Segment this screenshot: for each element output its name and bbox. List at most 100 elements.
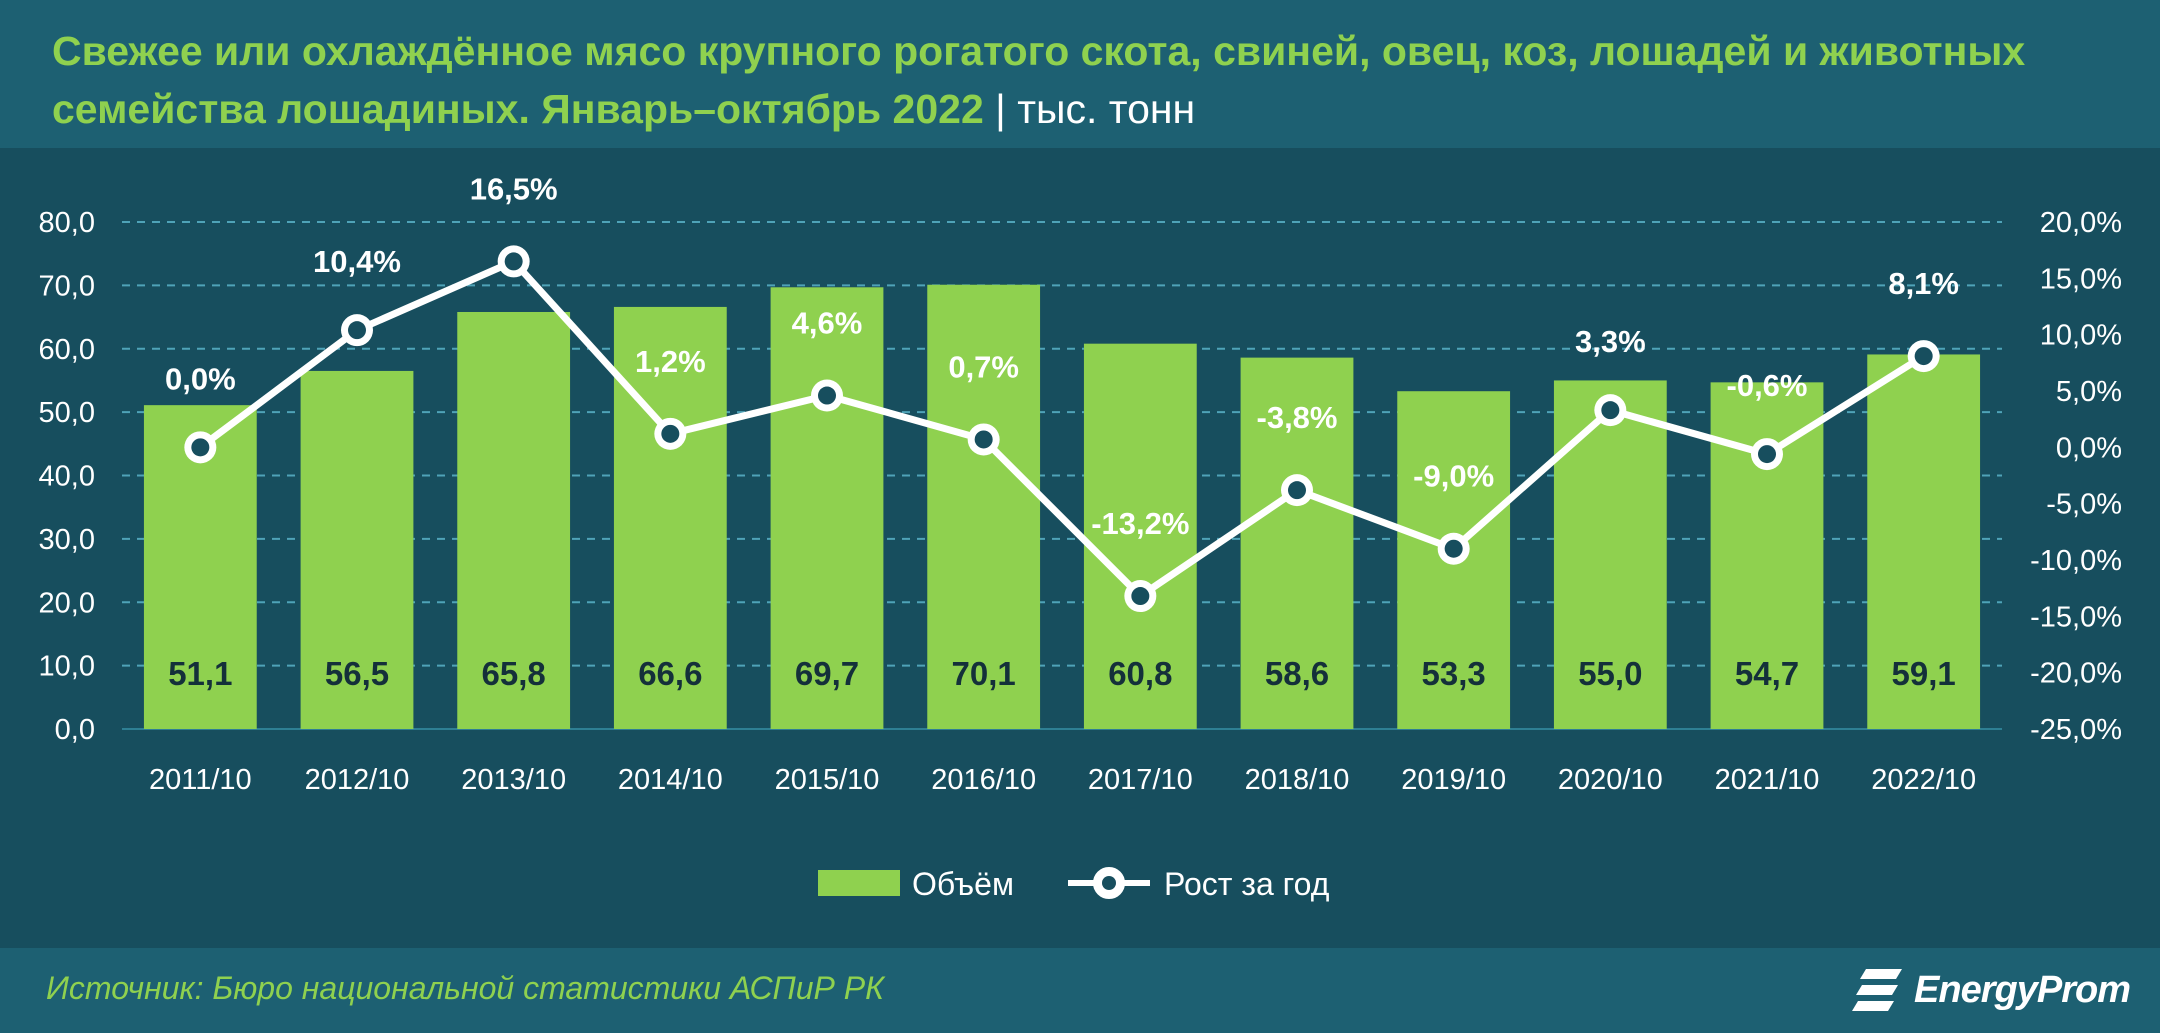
x-tick-label: 2012/10 xyxy=(305,764,410,796)
bar xyxy=(613,306,727,729)
bar-value-label: 56,5 xyxy=(325,655,389,692)
x-tick-label: 2011/10 xyxy=(149,764,252,796)
title-separator: | xyxy=(995,86,1006,132)
legend-label-bar: Объём xyxy=(912,866,1014,902)
line-marker-inner xyxy=(1131,587,1150,606)
line-marker-inner xyxy=(1444,539,1463,558)
legend-label-line: Рост за год xyxy=(1164,866,1330,902)
bar xyxy=(1553,380,1667,729)
line-value-label: 4,6% xyxy=(792,306,863,341)
y-left-tick-label: 10,0 xyxy=(39,651,95,683)
bar-value-label: 70,1 xyxy=(952,655,1016,692)
y-right-tick-label: 20,0% xyxy=(2040,207,2122,239)
title-unit: тыс. тонн xyxy=(1017,86,1196,132)
y-left-tick-label: 30,0 xyxy=(39,524,95,556)
x-tick-label: 2018/10 xyxy=(1245,764,1350,796)
line-value-label: 8,1% xyxy=(1888,266,1959,301)
chart-svg: 51,1 56,5 65,8 66,6 69,7 70,1 60,8 58,6 53,3 55,0… xyxy=(39,171,2122,902)
y-left-tick-label: 60,0 xyxy=(39,334,95,366)
bar-value-label: 58,6 xyxy=(1265,655,1329,692)
y-left-tick-label: 70,0 xyxy=(39,270,95,302)
legend-swatch-marker-inner xyxy=(1102,876,1116,890)
line-marker-inner xyxy=(1288,481,1306,500)
bar xyxy=(1867,354,1981,729)
y-axis-right: -25,0% -20,0% -15,0% -10,0% -5,0% 0,0% 5,0% 10,… xyxy=(2030,207,2122,746)
bar xyxy=(770,287,884,729)
bar-value-label: 60,8 xyxy=(1108,655,1172,692)
line-marker-inner xyxy=(1914,347,1933,366)
grid-lines xyxy=(122,221,2002,730)
bar-value-label: 69,7 xyxy=(795,655,859,692)
line-value-label: -3,8% xyxy=(1257,400,1338,435)
bar-value-labels: 51,1 56,5 65,8 66,6 69,7 70,1 60,8 58,6 53,3 55,0… xyxy=(168,655,1956,692)
line-marker-inner xyxy=(1758,445,1776,464)
chart-title: Свежее или охлаждённое мясо крупного рог… xyxy=(52,22,2132,138)
y-right-tick-label: -20,0% xyxy=(2030,658,2122,690)
line-marker-inner xyxy=(348,321,366,340)
legend: Объём Рост за год xyxy=(818,866,1330,902)
bar-value-label: 59,1 xyxy=(1892,655,1956,692)
bar xyxy=(1083,343,1197,729)
bar-series xyxy=(143,284,1981,729)
y-left-tick-label: 50,0 xyxy=(39,397,95,429)
y-right-tick-label: -10,0% xyxy=(2030,545,2122,577)
line-value-label: 3,3% xyxy=(1575,324,1646,359)
x-tick-label: 2015/10 xyxy=(775,764,880,796)
line-value-label: -9,0% xyxy=(1413,459,1494,494)
x-tick-label: 2013/10 xyxy=(461,764,566,796)
growth-line xyxy=(198,257,1926,600)
energyprom-logo-icon xyxy=(1852,969,1903,1011)
y-right-tick-label: 10,0% xyxy=(2040,320,2122,352)
bar xyxy=(927,284,1041,729)
y-right-tick-label: 0,0% xyxy=(2056,432,2122,464)
line-value-label: -13,2% xyxy=(1091,506,1189,541)
y-left-tick-label: 0,0 xyxy=(55,714,95,746)
bar xyxy=(1240,357,1354,729)
line-marker-inner xyxy=(974,430,993,449)
line-marker-inner xyxy=(1601,401,1620,420)
bar-value-label: 51,1 xyxy=(168,655,232,692)
bar xyxy=(457,311,571,729)
line-value-label: 0,7% xyxy=(948,349,1019,384)
line-marker-inner xyxy=(191,438,210,457)
bar xyxy=(300,370,414,729)
y-axis-left: 0,0 10,0 20,0 30,0 40,0 50,0 60,0 70,0 80,0 xyxy=(39,207,95,746)
line-marker-inner xyxy=(504,252,523,271)
y-left-tick-label: 40,0 xyxy=(39,461,95,493)
bar-value-label: 54,7 xyxy=(1735,655,1799,692)
chart-header: Свежее или охлаждённое мясо крупного рог… xyxy=(0,0,2160,148)
line-value-labels: 0,0% 10,4% 16,5% 1,2% 4,6% 0,7% -13,2% -3,8% -9,… xyxy=(165,171,1959,541)
bar-value-label: 55,0 xyxy=(1578,655,1642,692)
title-main: Свежее или охлаждённое мясо крупного рог… xyxy=(52,28,2026,132)
y-left-tick-label: 20,0 xyxy=(39,587,95,619)
source-note: Источник: Бюро национальной статистики А… xyxy=(46,970,884,1006)
y-right-tick-label: -5,0% xyxy=(2046,489,2122,521)
bar-value-label: 65,8 xyxy=(482,655,546,692)
x-tick-label: 2017/10 xyxy=(1088,764,1193,796)
bar-value-label: 66,6 xyxy=(638,655,702,692)
line-value-label: 1,2% xyxy=(635,344,706,379)
line-value-label: -0,6% xyxy=(1727,368,1808,403)
x-tick-label: 2016/10 xyxy=(931,764,1036,796)
x-tick-label: 2014/10 xyxy=(618,764,723,796)
chart-footer: Источник: Бюро национальной статистики А… xyxy=(0,948,2160,1033)
x-axis: 2011/10 2012/10 2013/10 2014/10 2015/10 2016/… xyxy=(149,764,1976,796)
line-value-label: 0,0% xyxy=(165,361,236,396)
legend-swatch-bar xyxy=(818,870,900,896)
line-value-label: 10,4% xyxy=(313,244,401,279)
y-right-tick-label: 5,0% xyxy=(2056,376,2122,408)
x-tick-label: 2020/10 xyxy=(1558,764,1663,796)
y-right-tick-label: 15,0% xyxy=(2040,263,2122,295)
line-series xyxy=(184,245,1940,613)
x-tick-label: 2022/10 xyxy=(1871,764,1976,796)
logo-text: EnergyProm xyxy=(1914,968,2131,1011)
x-tick-label: 2021/10 xyxy=(1715,764,1820,796)
brand-logo: EnergyProm xyxy=(1852,962,2131,1018)
y-right-tick-label: -25,0% xyxy=(2030,714,2122,746)
line-value-label: 16,5% xyxy=(470,171,558,206)
y-right-tick-label: -15,0% xyxy=(2030,601,2122,633)
line-marker-inner xyxy=(818,386,836,405)
line-marker-inner xyxy=(661,424,680,443)
y-left-tick-label: 80,0 xyxy=(39,207,95,239)
x-tick-label: 2019/10 xyxy=(1401,764,1506,796)
